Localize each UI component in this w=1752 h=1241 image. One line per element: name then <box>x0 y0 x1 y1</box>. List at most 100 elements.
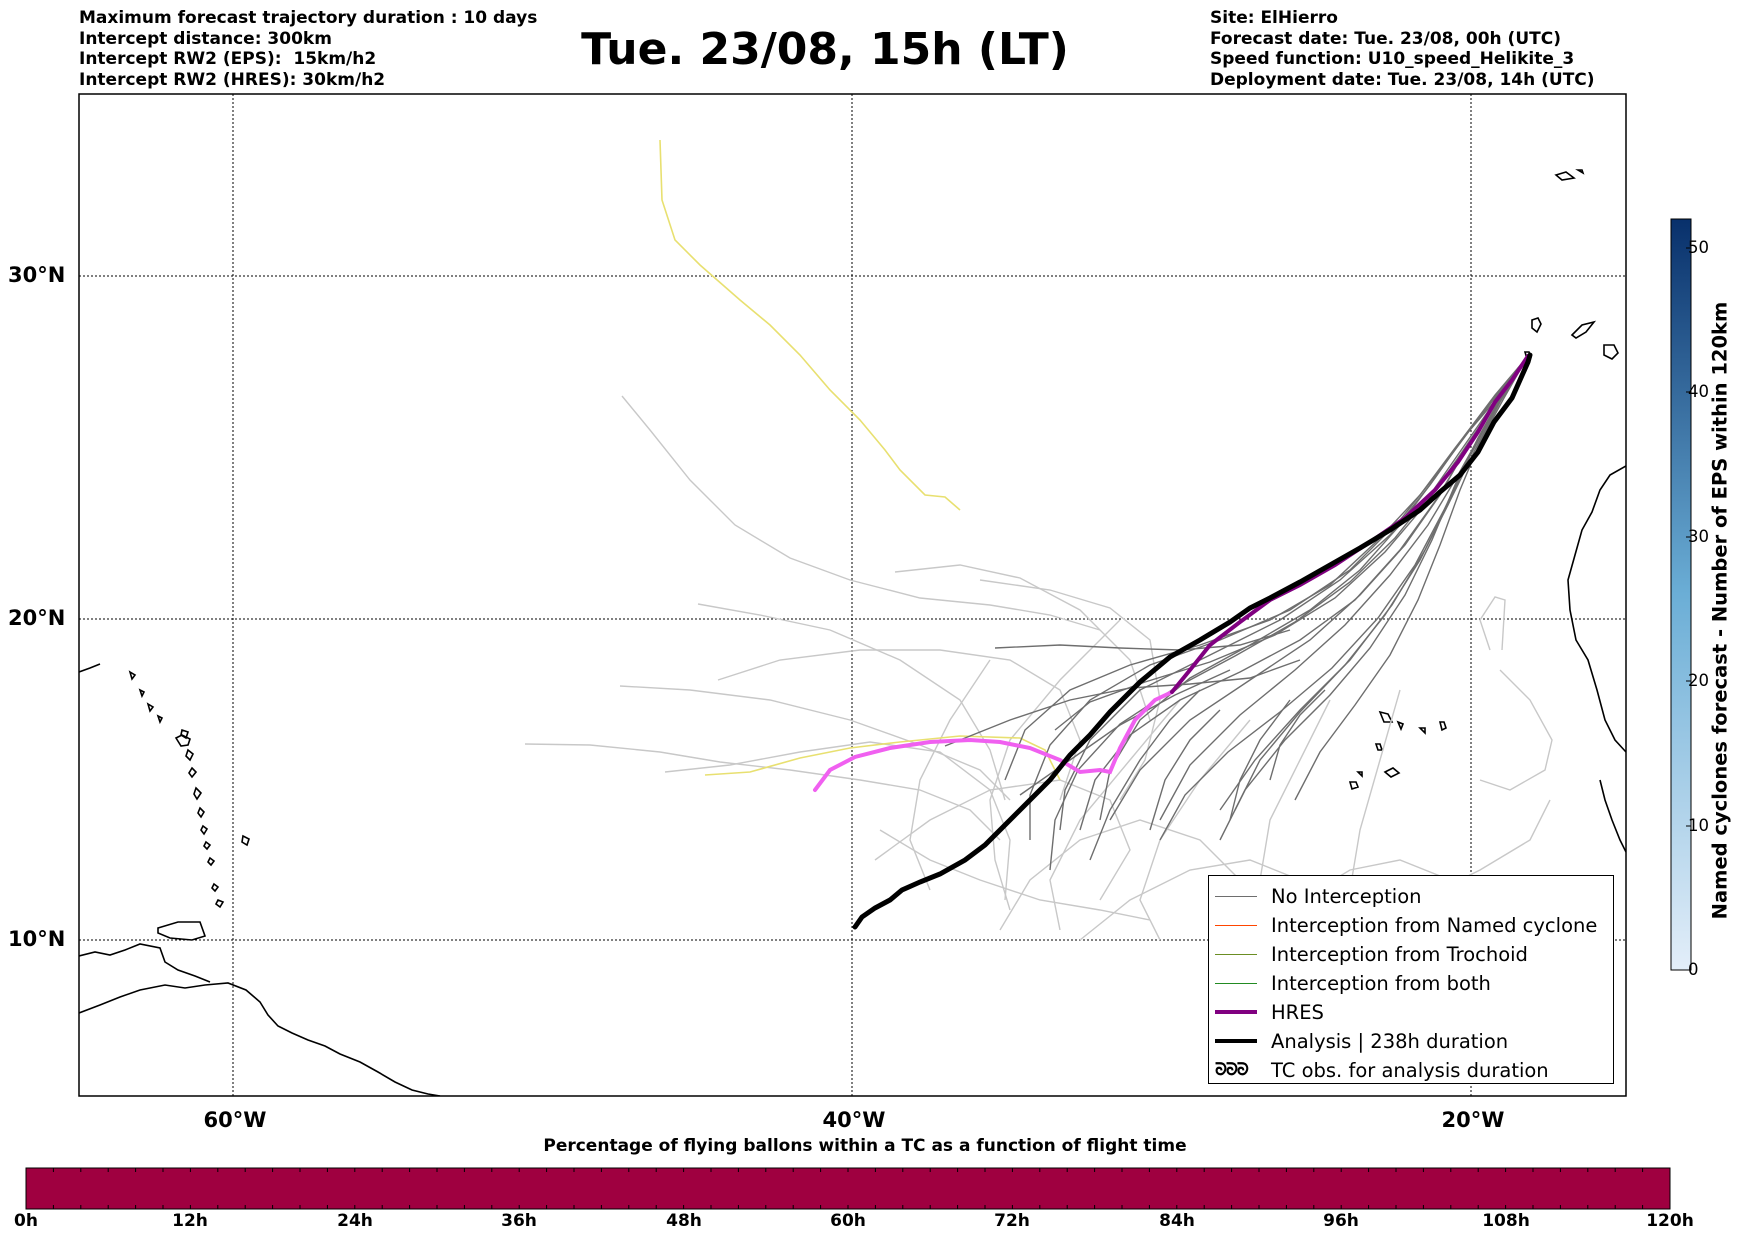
flight-time-tick: 0h <box>14 1211 38 1231</box>
lon-label-60w: 60°W <box>203 1108 267 1132</box>
coast-canary-islands <box>1523 317 1619 361</box>
lat-label-30n: 30°N <box>8 263 66 287</box>
coast-south-america <box>79 982 441 1096</box>
eps-track-far <box>524 743 1001 841</box>
lon-label-40w: 40°W <box>822 1108 886 1132</box>
eps-track-far <box>979 579 1161 801</box>
cyclone-colorbar <box>1670 218 1692 971</box>
flight-time-tick: 120h <box>1646 1211 1694 1231</box>
eps-track <box>1099 355 1529 821</box>
flight-time-bar-title: Percentage of flying ballons within a TC… <box>543 1136 1187 1156</box>
flight-time-tick: 60h <box>830 1211 866 1231</box>
legend-item-trochoid: Interception from Trochoid <box>1209 940 1613 969</box>
legend-label: Analysis | 238h duration <box>1271 1030 1509 1053</box>
eps-track-far <box>909 659 991 891</box>
lat-label-10n: 10°N <box>8 927 66 951</box>
eps-track-far <box>1479 669 1553 791</box>
colorbar-title: Named cyclones forecast - Number of EPS … <box>1708 301 1732 920</box>
legend-label: No Interception <box>1271 885 1422 908</box>
coast-leeward-islands <box>79 663 250 847</box>
legend-label: Interception from Trochoid <box>1271 943 1528 966</box>
graticule <box>79 94 1626 1096</box>
eps-track-far <box>1479 596 1506 651</box>
eps-track <box>1294 355 1529 801</box>
map-legend: No Interception Interception from Named … <box>1208 875 1614 1084</box>
colorbar-tick: 20 <box>1688 671 1709 690</box>
colorbar-tick: 30 <box>1688 527 1709 546</box>
param-rw2-eps: Intercept RW2 (EPS): 15km/h2 <box>79 49 377 69</box>
flight-time-bar <box>25 1167 1671 1210</box>
legend-swatch <box>1215 925 1257 926</box>
eps-track <box>1234 355 1529 811</box>
lon-label-20w: 20°W <box>1441 1108 1505 1132</box>
deployment-date: Deployment date: Tue. 23/08, 14h (UTC) <box>1210 69 1595 90</box>
eps-track <box>944 659 1301 747</box>
coast-cape-verde <box>1348 710 1447 791</box>
legend-swatch <box>1215 1010 1257 1014</box>
flight-time-tick: 108h <box>1482 1211 1530 1231</box>
legend-label: HRES <box>1271 1001 1324 1024</box>
legend-label: Interception from Named cyclone <box>1271 914 1598 937</box>
flight-time-tick: 36h <box>501 1211 537 1231</box>
flight-time-tick: 72h <box>994 1211 1030 1231</box>
eps-track <box>1019 669 1231 796</box>
legend-item-tc-obs: ᘐᘐᘐ TC obs. for analysis duration <box>1209 1056 1613 1085</box>
eps-track-far <box>619 685 1011 801</box>
eps-track <box>1229 699 1291 821</box>
flight-time-tick: 12h <box>172 1211 208 1231</box>
lat-label-20n: 20°N <box>8 606 66 630</box>
page-title: Tue. 23/08, 15h (LT) <box>581 24 1069 75</box>
param-max-duration: Maximum forecast trajectory duration : 1… <box>79 8 538 28</box>
legend-label: TC obs. for analysis duration <box>1271 1059 1549 1082</box>
colorbar-tick: 40 <box>1688 382 1709 401</box>
map-frame <box>78 93 1627 1097</box>
param-rw2-hres: Intercept RW2 (HRES): 30km/h2 <box>79 69 386 90</box>
legend-swatch <box>1215 896 1257 897</box>
flight-time-tick: 24h <box>337 1211 373 1231</box>
coast-africa <box>1567 465 1626 753</box>
eps-track-far <box>621 395 1101 631</box>
colorbar-ticks <box>1686 247 1691 971</box>
legend-item-no-interception: No Interception <box>1209 882 1613 911</box>
legend-item-hres: HRES <box>1209 998 1613 1027</box>
analysis-track <box>852 352 1533 930</box>
flight-time-tick: 96h <box>1323 1211 1359 1231</box>
coast-venezuela-north <box>79 943 211 983</box>
coast-madeira <box>1554 169 1585 181</box>
hres-extension-track <box>813 690 1174 792</box>
forecast-parameters: Maximum forecast trajectory duration : 1… <box>79 8 537 90</box>
flight-time-bar-ticks <box>52 1168 1644 1209</box>
eps-track <box>1089 689 1201 861</box>
speed-function: Speed function: U10_speed_Helikite_3 <box>1210 49 1575 69</box>
coast-trinidad <box>157 921 207 941</box>
coast-lesser-antilles <box>180 728 225 909</box>
colorbar-tick: 10 <box>1688 816 1709 835</box>
legend-swatch <box>1215 1039 1257 1043</box>
legend-item-named-cyclone: Interception from Named cyclone <box>1209 911 1613 940</box>
eps-track-far <box>989 619 1121 911</box>
site-name: Site: ElHierro <box>1210 8 1338 28</box>
flight-time-tick: 48h <box>666 1211 702 1231</box>
eps-track <box>994 629 1291 651</box>
param-intercept-distance: Intercept distance: 300km <box>79 28 332 49</box>
colorbar-tick: 50 <box>1688 238 1709 257</box>
eps-track <box>1149 709 1221 831</box>
flight-time-tick: 84h <box>1159 1211 1195 1231</box>
legend-item-both: Interception from both <box>1209 969 1613 998</box>
colorbar-tick: 0 <box>1688 960 1699 979</box>
eps-track <box>1269 689 1326 781</box>
legend-label: Interception from both <box>1271 972 1491 995</box>
yellow-track <box>659 139 1061 781</box>
eps-track-far <box>1049 699 1181 931</box>
eps-track-far <box>879 829 1151 921</box>
eps-track <box>1159 355 1529 841</box>
eps-track-far <box>717 649 1081 801</box>
forecast-date: Forecast date: Tue. 23/08, 00h (UTC) <box>1210 28 1561 49</box>
legend-swatch <box>1215 983 1257 984</box>
eps-track-far <box>697 603 1006 801</box>
coast-africa-south <box>1599 779 1626 853</box>
legend-swatch <box>1215 954 1257 955</box>
tc-symbol-icon: ᘐᘐᘐ <box>1215 1060 1249 1080</box>
eps-track-far <box>894 564 1151 721</box>
